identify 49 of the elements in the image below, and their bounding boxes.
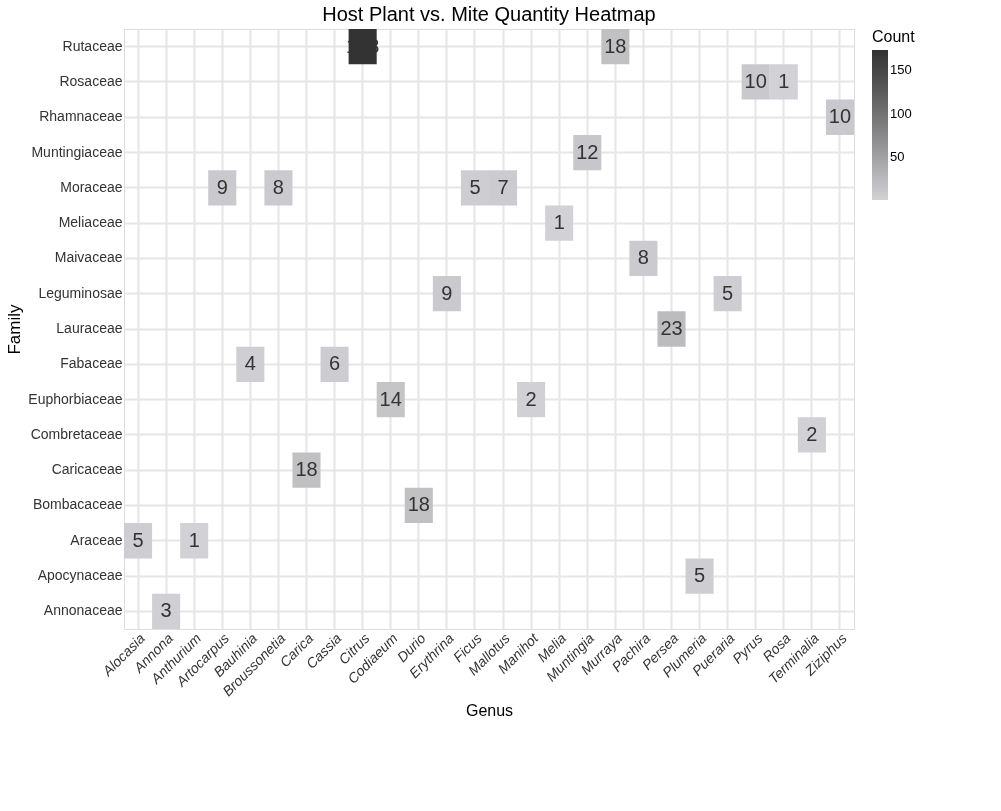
data-label: 3 bbox=[160, 599, 172, 622]
data-label: 5 bbox=[132, 528, 144, 551]
y-tick-label: Apocynaceae bbox=[37, 567, 123, 584]
chart-title: Host Plant vs. Mite Quantity Heatmap bbox=[322, 3, 656, 25]
data-label: 8 bbox=[272, 175, 284, 198]
data-label: 10 bbox=[828, 105, 852, 128]
y-tick-label: Euphorbiaceae bbox=[28, 390, 123, 407]
data-label: 5 bbox=[469, 175, 481, 198]
y-axis-title: Family bbox=[5, 303, 25, 355]
data-label: 10 bbox=[744, 69, 767, 92]
data-label: 8 bbox=[637, 246, 649, 269]
data-label: 23 bbox=[660, 317, 683, 339]
y-tick-label: Caricaceae bbox=[51, 461, 123, 478]
data-label: 4 bbox=[244, 352, 256, 375]
y-tick-label: Maivaceae bbox=[54, 249, 123, 266]
y-tick-label: Meliaceae bbox=[58, 214, 123, 231]
data-label: 2 bbox=[806, 422, 818, 445]
y-tick-label: Moraceae bbox=[60, 178, 123, 195]
data-label: 9 bbox=[441, 281, 453, 304]
y-tick-label: Leguminosae bbox=[38, 284, 123, 301]
data-label: 5 bbox=[694, 564, 706, 587]
x-axis-title: Genus bbox=[465, 702, 514, 720]
y-tick-label: Combretaceae bbox=[30, 425, 123, 442]
data-label: 5 bbox=[722, 281, 734, 304]
y-tick-label: Rutaceae bbox=[62, 37, 123, 54]
y-tick-label: Araceae bbox=[70, 531, 123, 548]
y-tick-label: Rosaceae bbox=[59, 72, 123, 89]
color-bar-label: 150 bbox=[890, 62, 912, 78]
data-label: 14 bbox=[379, 387, 402, 410]
y-tick-label: Fabaceae bbox=[60, 355, 123, 372]
y-tick-label: Rhamnaceae bbox=[39, 108, 123, 125]
data-label: 18 bbox=[604, 34, 627, 57]
y-tick-label: Annonaceae bbox=[43, 602, 123, 619]
data-label: 1 bbox=[188, 528, 200, 551]
data-label: 6 bbox=[329, 352, 341, 375]
data-label: 18 bbox=[295, 458, 318, 481]
data-label: 7 bbox=[497, 175, 509, 198]
data-label: 1 bbox=[778, 69, 790, 92]
data-label: 18 bbox=[407, 493, 430, 516]
y-tick-label: Lauraceae bbox=[56, 320, 123, 336]
color-bar-label: 100 bbox=[890, 105, 912, 121]
color-bar-label: 50 bbox=[890, 149, 905, 165]
color-bar-title: Count bbox=[872, 28, 916, 45]
y-tick-label: Muntingiaceae bbox=[31, 143, 123, 160]
y-tick-label: Bombacaceae bbox=[32, 496, 123, 513]
data-label: 9 bbox=[216, 175, 228, 198]
data-label: 12 bbox=[576, 140, 599, 163]
data-label: 1 bbox=[553, 211, 565, 234]
data-label: 2 bbox=[525, 387, 537, 410]
